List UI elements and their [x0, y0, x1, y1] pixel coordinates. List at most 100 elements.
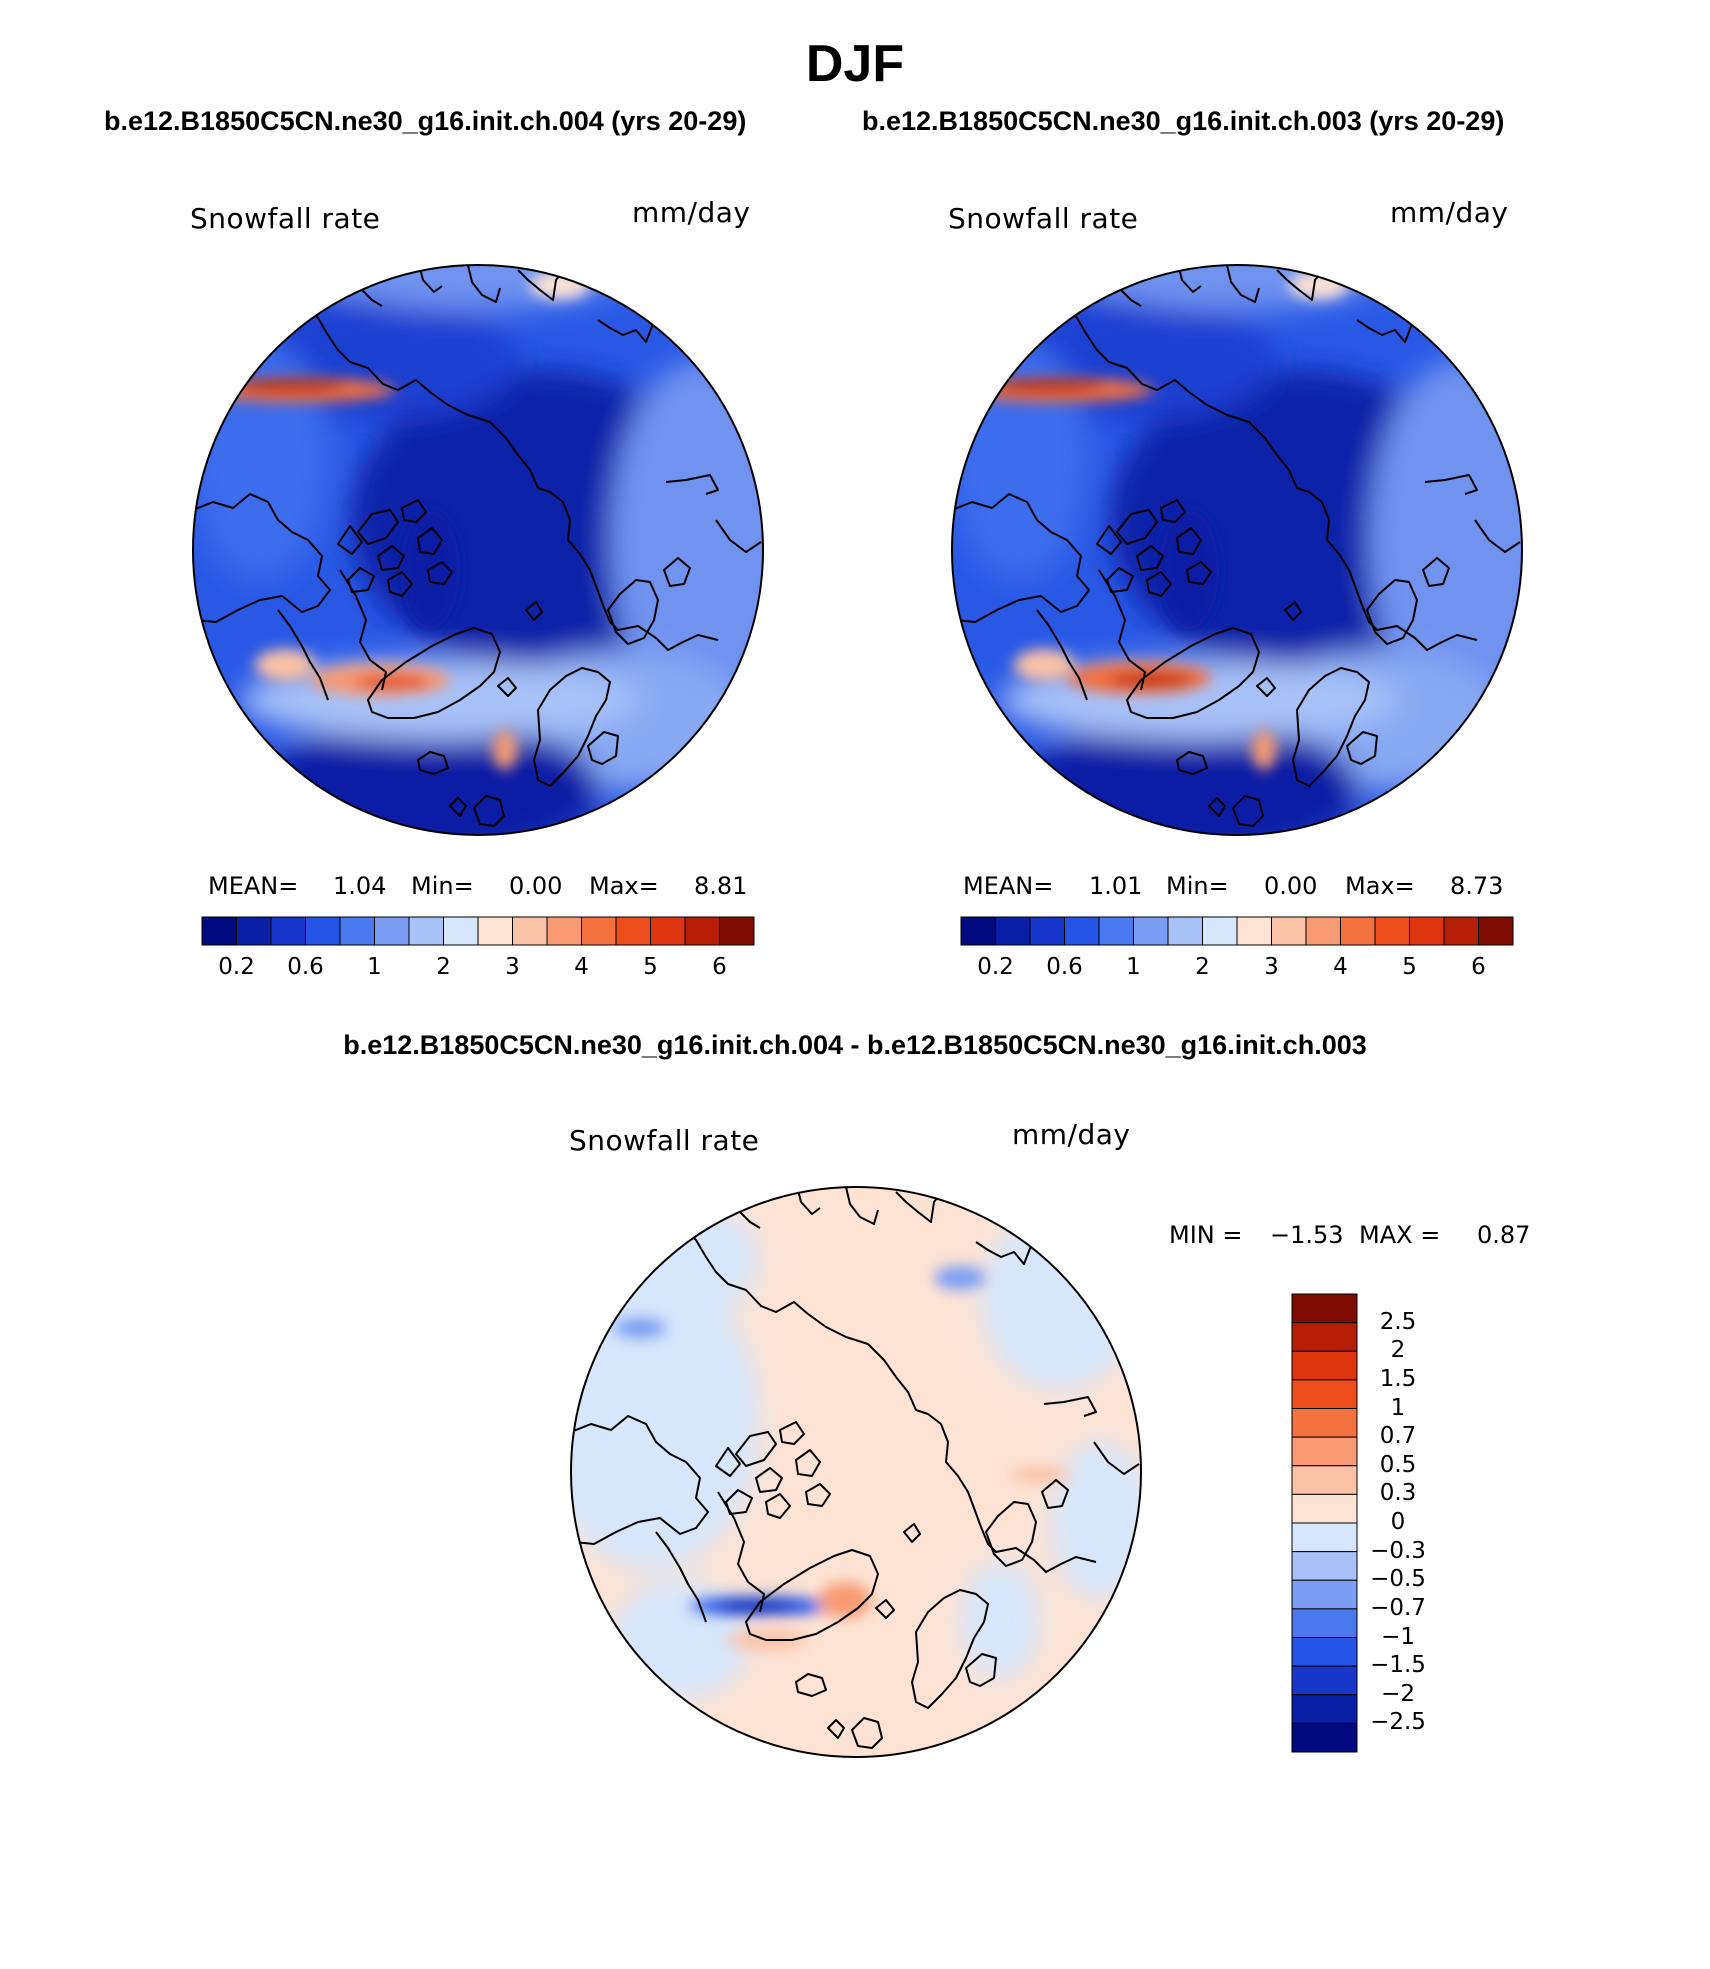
panel-a-colorbar-swatch [581, 916, 617, 946]
panel-b-variable: Snowfall rate [948, 202, 1139, 235]
case-a-title: b.e12.B1850C5CN.ne30_g16.init.ch.004 (yr… [104, 106, 747, 136]
panel-b-colorbar-tick-label: 0.2 [977, 954, 1014, 980]
diff-colorbar-swatch [1291, 1408, 1358, 1438]
panel-b-min: 0.00 [1264, 872, 1318, 900]
panel-b-colorbar-swatch [1305, 916, 1341, 946]
panel-a-max: 8.81 [694, 872, 748, 900]
panel-b-colorbar-swatch [1029, 916, 1065, 946]
panel-a-map [192, 264, 764, 836]
panel-a-colorbar-swatch [443, 916, 479, 946]
diff-min-label: MIN = [1169, 1221, 1243, 1249]
panel-b-colorbar-tick-label: 6 [1471, 954, 1486, 980]
panel-b-units: mm/day [1390, 196, 1509, 229]
panel-b-colorbar-swatch [1064, 916, 1100, 946]
panel-b-colorbar-swatch [1409, 916, 1445, 946]
panel-a-colorbar-swatch [684, 916, 720, 946]
diff-colorbar-swatch [1291, 1579, 1358, 1610]
panel-a-colorbar-swatch [201, 916, 237, 946]
diff-variable: Snowfall rate [569, 1124, 760, 1157]
panel-a-colorbar [201, 916, 755, 946]
diff-colorbar-tick-label: −2.5 [1370, 1709, 1426, 1736]
difference-title: b.e12.B1850C5CN.ne30_g16.init.ch.004 - b… [343, 1030, 1367, 1060]
panel-a-units: mm/day [632, 196, 751, 229]
panel-a-colorbar-swatch [615, 916, 651, 946]
diff-colorbar-tick-label: −0.7 [1370, 1594, 1426, 1621]
diff-colorbar-tick-label: 2.5 [1379, 1308, 1417, 1335]
panel-a-colorbar-tick-label: 6 [712, 954, 727, 980]
panel-a-colorbar-tick-label: 2 [436, 954, 451, 980]
panel-a-colorbar-tick-label: 0.2 [218, 954, 255, 980]
panel-a-min-label: Min= [411, 872, 474, 900]
diff-colorbar-tick-label: −1.5 [1370, 1652, 1426, 1679]
diff-colorbar-swatch [1291, 1436, 1358, 1467]
diff-map [570, 1186, 1142, 1758]
diff-colorbar-swatch [1291, 1665, 1358, 1696]
diff-colorbar-tick-label: −2 [1381, 1680, 1415, 1707]
panel-a-colorbar-swatch [236, 916, 272, 946]
panel-b-colorbar-tick-label: 4 [1333, 954, 1348, 980]
diff-colorbar-swatch [1291, 1379, 1358, 1409]
panel-b-colorbar-tick-label: 5 [1402, 954, 1417, 980]
diff-colorbar-tick-label: −0.5 [1370, 1566, 1426, 1593]
panel-b-colorbar [960, 916, 1514, 946]
diff-colorbar-tick-label: 1.5 [1379, 1365, 1417, 1392]
diff-colorbar-tick-label: −1 [1381, 1623, 1415, 1650]
panel-b-colorbar-swatch [1167, 916, 1203, 946]
panel-b-colorbar-swatch [1133, 916, 1169, 946]
diff-colorbar-swatch [1291, 1350, 1358, 1381]
panel-b-colorbar-tick-label: 2 [1195, 954, 1210, 980]
panel-a-variable: Snowfall rate [190, 202, 381, 235]
panel-b-mean-label: MEAN= [963, 872, 1054, 900]
panel-a-colorbar-tick-label: 3 [505, 954, 520, 980]
panel-a-colorbar-swatch [650, 916, 686, 946]
diff-colorbar [1291, 1293, 1358, 1753]
panel-a-colorbar-swatch [408, 916, 444, 946]
panel-a-colorbar-tick-label: 5 [643, 954, 658, 980]
panel-a-mean-label: MEAN= [208, 872, 299, 900]
diff-colorbar-swatch [1291, 1493, 1358, 1524]
panel-a-max-label: Max= [589, 872, 659, 900]
diff-colorbar-swatch [1291, 1608, 1358, 1638]
diff-colorbar-tick-label: 0.3 [1379, 1480, 1417, 1507]
panel-b-colorbar-swatch [1202, 916, 1238, 946]
diff-colorbar-tick-label: 0.5 [1379, 1451, 1417, 1478]
diff-units: mm/day [1012, 1118, 1131, 1151]
diff-max: 0.87 [1477, 1221, 1531, 1249]
figure-title: DJF [805, 35, 905, 93]
panel-b-colorbar-swatch [995, 916, 1031, 946]
panel-b-colorbar-tick-label: 3 [1264, 954, 1279, 980]
diff-colorbar-swatch [1291, 1637, 1358, 1667]
diff-min: −1.53 [1270, 1221, 1344, 1249]
panel-b-colorbar-swatch [1236, 916, 1272, 946]
diff-colorbar-swatch [1291, 1322, 1358, 1352]
panel-a-colorbar-swatch [305, 916, 341, 946]
panel-b-colorbar-swatch [1443, 916, 1479, 946]
panel-b-colorbar-swatch [1271, 916, 1307, 946]
case-b-title: b.e12.B1850C5CN.ne30_g16.init.ch.003 (yr… [862, 106, 1505, 136]
panel-b-map [951, 264, 1523, 836]
diff-colorbar-tick-label: 0 [1390, 1509, 1406, 1535]
panel-a-mean: 1.04 [333, 872, 387, 900]
panel-b-colorbar-swatch [960, 916, 996, 946]
panel-a-colorbar-tick-label: 1 [367, 954, 382, 980]
panel-a-colorbar-swatch [374, 916, 410, 946]
diff-colorbar-swatch [1291, 1465, 1358, 1495]
diff-colorbar-tick-label: 0.7 [1379, 1423, 1417, 1450]
diff-colorbar-swatch [1291, 1551, 1358, 1581]
panel-a-colorbar-swatch [512, 916, 548, 946]
diff-colorbar-swatch [1291, 1293, 1358, 1324]
diff-colorbar-tick-label: 2 [1390, 1337, 1406, 1364]
panel-a-colorbar-tick-label: 4 [574, 954, 589, 980]
diff-colorbar-swatch [1291, 1694, 1358, 1724]
panel-a-min: 0.00 [509, 872, 563, 900]
panel-b-colorbar-tick-label: 0.6 [1046, 954, 1083, 980]
panel-a-colorbar-swatch [719, 916, 755, 946]
panel-a-colorbar-swatch [477, 916, 513, 946]
panel-b-max: 8.73 [1450, 872, 1504, 900]
diff-colorbar-swatch [1291, 1722, 1358, 1753]
panel-a-colorbar-swatch [270, 916, 306, 946]
panel-b-colorbar-swatch [1374, 916, 1410, 946]
diff-max-label: MAX = [1359, 1221, 1441, 1249]
diff-colorbar-swatch [1291, 1522, 1358, 1553]
